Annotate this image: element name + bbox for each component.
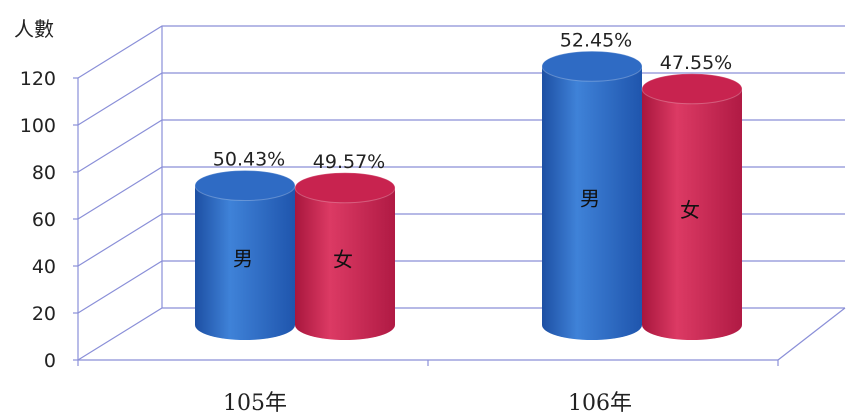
y-tick-label: 20 [32, 303, 56, 325]
bar-top [294, 172, 396, 204]
bar-top [641, 73, 743, 105]
data-label: 50.43% [213, 149, 285, 171]
y-tick-label: 0 [44, 350, 56, 372]
data-label: 49.57% [313, 151, 385, 173]
floor-right-edge [777, 307, 846, 361]
y-axis-label: 人數 [14, 17, 54, 41]
bar-series-label: 男 [580, 187, 600, 211]
x-category-label: 105年 [223, 391, 287, 416]
bar-男-106年: 男 52.45% [541, 29, 643, 340]
bars: 男 50.43% 女 49.57% 男 52.45% 女 47.55% [194, 29, 743, 340]
y-tick-label: 40 [32, 256, 56, 278]
y-tick-label: 60 [32, 209, 56, 231]
x-category-label: 106年 [568, 391, 632, 416]
bar-body [295, 187, 395, 340]
y-tick-label: 120 [20, 68, 56, 90]
bar-body [195, 185, 295, 340]
data-label: 52.45% [560, 29, 632, 51]
y-tick-label: 100 [20, 115, 56, 137]
bar-series-label: 女 [333, 247, 353, 271]
bar-body [542, 66, 642, 340]
bar-女-106年: 女 47.55% [641, 52, 743, 340]
y-tick-label: 80 [32, 162, 56, 184]
bar-女-105年: 女 49.57% [294, 151, 396, 340]
bar-series-label: 女 [680, 198, 700, 222]
bar-series-label: 男 [233, 246, 253, 270]
bar-body [642, 88, 742, 340]
bar-男-105年: 男 50.43% [194, 149, 296, 340]
y-axis: 0 20 40 60 80 100 120 105年 106年 [20, 68, 779, 416]
bar-top [194, 170, 296, 201]
bar-top [541, 50, 643, 82]
data-label: 47.55% [660, 52, 732, 74]
